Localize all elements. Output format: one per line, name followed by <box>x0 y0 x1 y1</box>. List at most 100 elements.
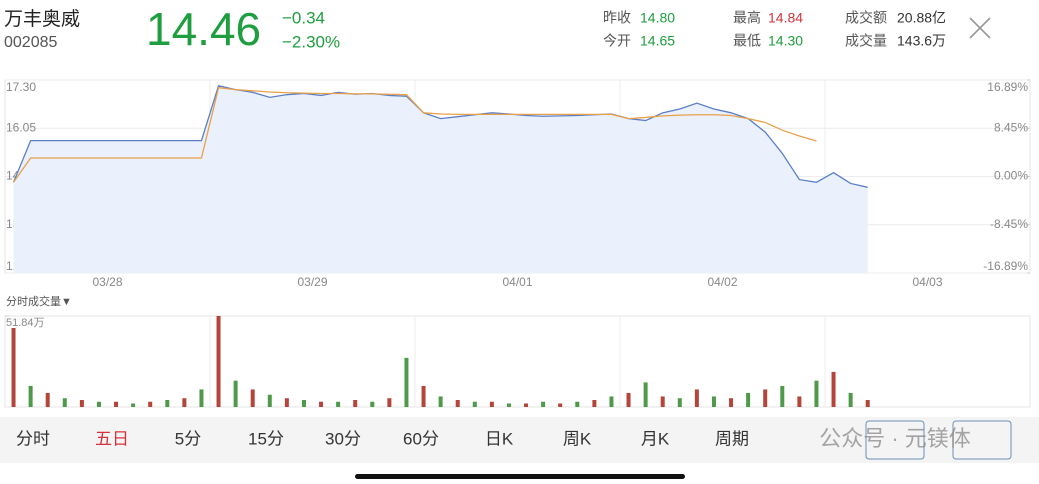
tab[interactable]: 月K <box>641 429 670 448</box>
volume-bar <box>541 401 546 407</box>
y2-tick-label: -16.89% <box>983 259 1028 273</box>
x-tick-label: 03/28 <box>92 275 122 289</box>
volume-bar <box>729 398 734 407</box>
volume-bar <box>45 392 50 407</box>
volume-bar <box>114 401 119 407</box>
tab[interactable]: 日K <box>485 429 514 448</box>
x-tick-label: 04/02 <box>707 275 737 289</box>
change: −0.34 <box>282 8 325 27</box>
tab[interactable]: 周期 <box>715 429 749 448</box>
volume-bar <box>267 394 272 407</box>
volume-bar <box>763 389 768 407</box>
price-line <box>12 85 868 188</box>
volume-bar <box>387 398 392 407</box>
volume-bar <box>233 380 238 407</box>
stat-label: 最低 <box>733 33 761 49</box>
tab[interactable]: 5分 <box>175 429 201 448</box>
volume-bar <box>182 398 187 407</box>
volume-bar <box>336 401 341 407</box>
volume-bar <box>404 357 409 407</box>
volume-bar <box>609 396 614 407</box>
average-line <box>13 87 817 183</box>
volume-bar <box>660 396 665 407</box>
volume-bar <box>797 396 802 407</box>
volume-bar <box>250 389 255 407</box>
x-tick-label: 03/29 <box>297 275 327 289</box>
stat-value: 14.30 <box>768 33 803 49</box>
volume-bar <box>301 399 306 407</box>
volume-title: 分时成交量▼ <box>6 294 72 308</box>
stat-label: 昨收 <box>603 10 631 26</box>
x-tick-label: 04/03 <box>912 275 942 289</box>
stat-value: 14.65 <box>640 33 675 49</box>
volume-bar <box>848 392 853 407</box>
stat-label: 最高 <box>733 10 761 26</box>
volume-bar <box>865 399 870 407</box>
y2-tick-label: -8.45% <box>990 217 1028 231</box>
volume-bar <box>455 399 460 407</box>
close-icon[interactable] <box>969 17 991 39</box>
volume-bar <box>524 403 529 407</box>
y-tick-label: 17.30 <box>6 80 36 94</box>
volume-bar <box>677 398 682 407</box>
volume-bar <box>319 401 324 407</box>
volume-bar <box>28 385 33 407</box>
stat-label: 今开 <box>603 33 631 49</box>
volume-bar <box>711 396 716 407</box>
y2-tick-label: 0.00% <box>994 169 1028 183</box>
volume-bar <box>575 401 580 407</box>
volume-bar <box>199 389 204 407</box>
volume-bar <box>284 398 289 407</box>
volume-bar <box>558 403 563 407</box>
volume-bar <box>814 380 819 407</box>
volume-bar <box>421 385 426 407</box>
volume-bar <box>79 399 84 407</box>
volume-bar <box>96 401 101 407</box>
tab[interactable]: 分时 <box>16 429 50 448</box>
change-pct: −2.30% <box>282 32 340 51</box>
volume-bar <box>489 401 494 407</box>
stat-value: 14.84 <box>768 10 803 26</box>
volume-frame <box>4 315 1031 408</box>
volume-bar <box>831 371 836 407</box>
stock-code: 002085 <box>4 34 57 51</box>
volume-bar <box>438 396 443 407</box>
stat-value: 14.80 <box>640 10 675 26</box>
tab[interactable]: 五日 <box>95 429 129 448</box>
volume-tick-label: 51.84万 <box>6 317 45 329</box>
stat-label: 成交额 <box>845 10 887 26</box>
volume-bar <box>746 392 751 407</box>
x-tick-label: 04/01 <box>502 275 532 289</box>
price: 14.46 <box>146 3 261 55</box>
volume-bar <box>370 401 375 407</box>
volume-bar <box>148 401 153 407</box>
volume-bar <box>626 392 631 407</box>
tab[interactable]: 60分 <box>403 429 439 448</box>
volume-bar <box>472 401 477 407</box>
next-button[interactable] <box>952 420 1012 460</box>
volume-bar <box>780 385 785 407</box>
volume-bar <box>694 389 699 407</box>
volume-bar <box>11 328 16 407</box>
home-indicator <box>355 474 685 479</box>
volume-bar <box>506 403 511 407</box>
prev-button[interactable] <box>865 420 925 460</box>
volume-bar <box>131 403 136 407</box>
tab[interactable]: 周K <box>563 429 592 448</box>
volume-bar <box>353 399 358 407</box>
y2-tick-label: 8.45% <box>994 120 1028 134</box>
volume-bar <box>643 382 648 407</box>
stat-label: 成交量 <box>845 33 887 49</box>
watermark: 公众号 · 元镁体 <box>819 426 971 451</box>
y-tick-label: 16.05 <box>6 120 36 134</box>
stat-value: 143.6万 <box>897 33 946 49</box>
price-area <box>13 85 868 273</box>
tab[interactable]: 30分 <box>325 429 361 448</box>
volume-bar <box>592 399 597 407</box>
volume-bar <box>165 399 170 407</box>
tab[interactable]: 15分 <box>248 429 284 448</box>
stat-value: 20.88亿 <box>897 10 946 26</box>
volume-bar <box>62 398 67 407</box>
y2-tick-label: 16.89% <box>987 80 1028 94</box>
